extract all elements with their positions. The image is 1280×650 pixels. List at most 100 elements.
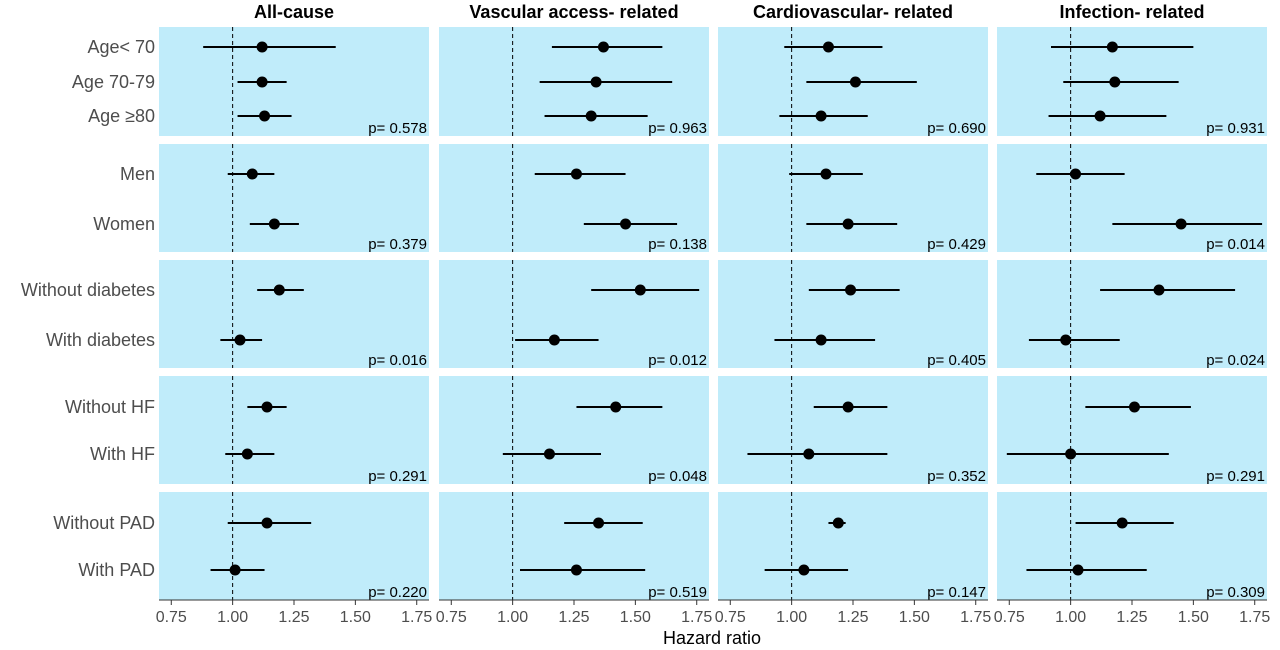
panel-background [159, 144, 429, 252]
hr-point [1175, 218, 1187, 230]
x-tick-label: 0.75 [715, 609, 746, 626]
panel-title: Infection- related [1059, 2, 1204, 22]
row-label: Without diabetes [21, 280, 155, 300]
x-tick-label: 1.25 [1116, 609, 1147, 626]
hr-point [229, 564, 241, 576]
panel-background [997, 260, 1267, 368]
hr-point [1153, 284, 1165, 296]
hr-point [234, 334, 246, 346]
hr-point [832, 517, 844, 529]
p-value: p= 0.138 [648, 236, 707, 253]
row-label: Age 70-79 [72, 72, 155, 92]
panel-background [159, 27, 429, 136]
x-tick-label: 0.75 [994, 609, 1025, 626]
panel-background [159, 260, 429, 368]
panel-background [718, 144, 988, 252]
x-tick-label: 1.75 [960, 609, 991, 626]
row-label: Women [93, 214, 155, 234]
p-value: p= 0.519 [648, 584, 707, 601]
x-tick-label: 1.50 [340, 609, 371, 626]
hr-point [849, 76, 861, 88]
x-tick-label: 1.50 [899, 609, 930, 626]
hr-point [590, 76, 602, 88]
p-value: p= 0.014 [1206, 236, 1265, 253]
row-label: Without HF [65, 397, 155, 417]
panel-title: All-cause [254, 2, 334, 22]
x-tick-label: 1.00 [497, 609, 528, 626]
hr-point [842, 218, 854, 230]
p-value: p= 0.931 [1206, 120, 1265, 137]
hr-point [593, 517, 605, 529]
panel-background [439, 492, 709, 600]
hr-point [256, 41, 268, 53]
hr-point [597, 41, 609, 53]
p-value: p= 0.963 [648, 120, 707, 137]
hr-point [1116, 517, 1128, 529]
hr-point [246, 168, 258, 180]
x-tick-label: 1.00 [1055, 609, 1086, 626]
p-value: p= 0.291 [368, 468, 427, 485]
x-tick-label: 1.75 [1239, 609, 1270, 626]
x-axis-title: Hazard ratio [663, 628, 761, 648]
hr-point [273, 284, 285, 296]
p-value: p= 0.016 [368, 352, 427, 369]
hr-point [585, 110, 597, 122]
row-label: Without PAD [53, 513, 155, 533]
hr-point [570, 564, 582, 576]
p-value: p= 0.352 [927, 468, 986, 485]
row-label: Age< 70 [87, 37, 155, 57]
x-tick-label: 1.00 [217, 609, 248, 626]
hr-point [798, 564, 810, 576]
panel-background [997, 376, 1267, 484]
x-tick-label: 1.25 [558, 609, 589, 626]
hr-point [815, 110, 827, 122]
hr-point [548, 334, 560, 346]
hr-point [241, 448, 253, 460]
p-value: p= 0.309 [1206, 584, 1265, 601]
hr-point [1109, 76, 1121, 88]
hr-point [815, 334, 827, 346]
hr-point [1106, 41, 1118, 53]
hr-point [1060, 334, 1072, 346]
row-label: With PAD [78, 560, 155, 580]
hr-point [256, 76, 268, 88]
x-tick-label: 0.75 [156, 609, 187, 626]
hr-point [261, 517, 273, 529]
hr-point [570, 168, 582, 180]
x-tick-label: 1.25 [837, 609, 868, 626]
panel-title: Cardiovascular- related [753, 2, 953, 22]
p-value: p= 0.291 [1206, 468, 1265, 485]
x-tick-label: 1.00 [776, 609, 807, 626]
panel-background [718, 376, 988, 484]
hr-point [820, 168, 832, 180]
hr-point [610, 401, 622, 413]
panel-background [439, 260, 709, 368]
hr-point [620, 218, 632, 230]
x-tick-label: 1.75 [681, 609, 712, 626]
row-label: Men [120, 164, 155, 184]
x-tick-label: 1.75 [401, 609, 432, 626]
hr-point [1128, 401, 1140, 413]
hr-point [1065, 448, 1077, 460]
hr-point [268, 218, 280, 230]
hr-point [259, 110, 271, 122]
panel-background [439, 144, 709, 252]
hr-point [543, 448, 555, 460]
panel-background [718, 492, 988, 600]
hr-point [261, 401, 273, 413]
hr-point [634, 284, 646, 296]
hr-point [803, 448, 815, 460]
panel-title: Vascular access- related [469, 2, 678, 22]
hr-point [1072, 564, 1084, 576]
row-label: Age ≥80 [88, 106, 155, 126]
panel-background [159, 492, 429, 600]
x-tick-label: 1.25 [278, 609, 309, 626]
panel-background [997, 492, 1267, 600]
x-tick-label: 1.50 [620, 609, 651, 626]
p-value: p= 0.147 [927, 584, 986, 601]
hr-point [1070, 168, 1082, 180]
p-value: p= 0.690 [927, 120, 986, 137]
hr-point [845, 284, 857, 296]
hr-point [822, 41, 834, 53]
